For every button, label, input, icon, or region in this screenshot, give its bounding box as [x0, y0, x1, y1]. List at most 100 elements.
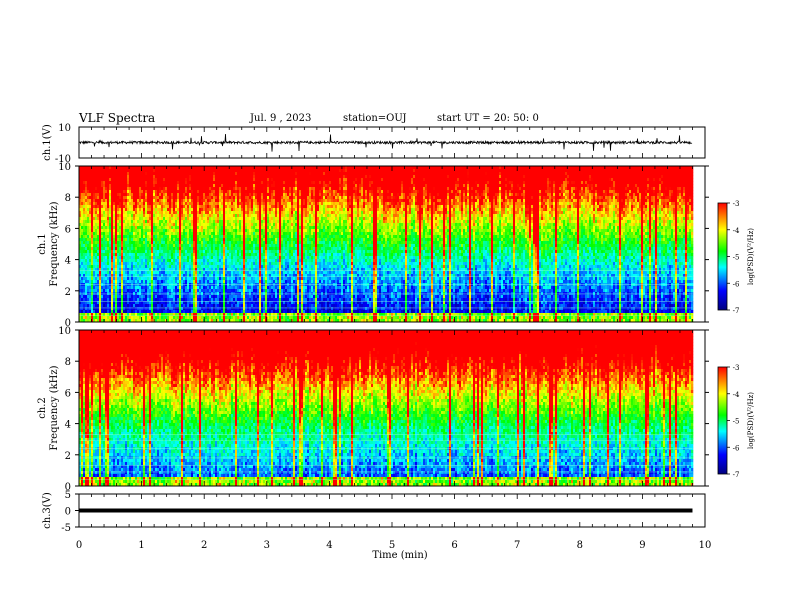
ch1-psd-cell: [253, 298, 256, 302]
ch1-psd-cell: [191, 214, 194, 218]
ch1-psd-cell: [187, 289, 190, 293]
ch1-psd-cell: [265, 289, 268, 293]
ch1-psd-cell: [259, 208, 262, 212]
ch1-psd-cell: [219, 226, 222, 230]
ch1-psd-cell: [207, 184, 210, 188]
ch1-psd-cell: [133, 238, 136, 242]
ch1-psd-cell: [131, 277, 134, 281]
ch1-psd-cell: [267, 208, 270, 212]
ch1-psd-cell: [105, 229, 108, 233]
ch1-psd-cell: [193, 196, 196, 200]
ch1-psd-cell: [185, 241, 188, 245]
ch1-psd-cell: [205, 295, 208, 299]
ch1-psd-cell: [131, 226, 134, 230]
ch1-psd-cell: [257, 253, 260, 257]
ch1-psd-cell: [265, 181, 268, 185]
ch1-psd-cell: [87, 307, 90, 311]
ch1-psd-cell: [147, 301, 150, 305]
ch1-psd-cell: [209, 259, 212, 263]
ch1-psd-cell: [91, 295, 94, 299]
ch1-psd-cell: [151, 211, 154, 215]
ch1-psd-cell: [109, 310, 112, 314]
ch1-psd-cell: [253, 214, 256, 218]
ch1-psd-cell: [231, 238, 234, 242]
ch1-psd-cell: [163, 256, 166, 260]
ch1-psd-cell: [231, 310, 234, 314]
ch1-psd-cell: [85, 253, 88, 257]
ch1-psd-cell: [237, 295, 240, 299]
ch1-psd-cell: [81, 166, 84, 170]
ch1-psd-cell: [261, 229, 264, 233]
ch1-psd-cell: [237, 262, 240, 266]
ch1-psd-cell: [185, 190, 188, 194]
ch1-psd-cell: [127, 214, 130, 218]
ch1-psd-cell: [85, 181, 88, 185]
ch1-psd-cell: [137, 265, 140, 269]
ch1-psd-cell: [161, 298, 164, 302]
ch1-psd-cell: [81, 316, 84, 320]
ch1-psd-cell: [125, 301, 128, 305]
ch1-psd-cell: [141, 313, 144, 317]
ch1-psd-cell: [181, 193, 184, 197]
ch1-psd-cell: [235, 214, 238, 218]
ch1-psd-cell: [263, 220, 266, 224]
ch1-psd-cell: [173, 229, 176, 233]
ch1-psd-cell: [141, 253, 144, 257]
ch1-psd-cell: [129, 253, 132, 257]
ch1-psd-cell: [139, 202, 142, 206]
ch1-psd-cell: [81, 244, 84, 248]
ch1-psd-cell: [219, 181, 222, 185]
ch1-psd-cell: [149, 202, 152, 206]
ch1-psd-cell: [129, 175, 132, 179]
ch1-psd-cell: [177, 226, 180, 230]
ch1-psd-cell: [81, 304, 84, 308]
ch1-psd-cell: [155, 310, 158, 314]
ch1-psd-cell: [255, 274, 258, 278]
ch1-psd-cell: [241, 313, 244, 317]
ch1-psd-cell: [219, 259, 222, 263]
ch1-psd-cell: [141, 304, 144, 308]
ch1-psd-cell: [223, 280, 226, 284]
ch1-psd-cell: [201, 187, 204, 191]
ch1-psd-cell: [95, 226, 98, 230]
ch1-psd-cell: [201, 223, 204, 227]
ch1-psd-cell: [79, 238, 82, 242]
ch1-psd-cell: [117, 196, 120, 200]
ch1-psd-cell: [105, 301, 108, 305]
ch1-psd-cell: [235, 181, 238, 185]
ch1-psd-cell: [189, 268, 192, 272]
ch1-psd-cell: [107, 295, 110, 299]
ch1-psd-cell: [223, 244, 226, 248]
ch1-psd-cell: [103, 190, 106, 194]
ch1-psd-cell: [205, 319, 208, 323]
ch1-psd-cell: [227, 205, 230, 209]
ch1-psd-cell: [173, 196, 176, 200]
ch1-psd-cell: [161, 220, 164, 224]
ch1-psd-cell: [217, 226, 220, 230]
ch1-psd-cell: [251, 289, 254, 293]
ch1-psd-cell: [187, 241, 190, 245]
ch1-psd-cell: [115, 217, 118, 221]
ch1-psd-cell: [145, 172, 148, 176]
ch1-psd-cell: [223, 253, 226, 257]
ch1-psd-cell: [139, 196, 142, 200]
ch1-psd-cell: [135, 286, 138, 290]
ch1-psd-cell: [217, 289, 220, 293]
ch1-psd-cell: [229, 205, 232, 209]
ch1-psd-cell: [145, 235, 148, 239]
ch1-psd-cell: [93, 175, 96, 179]
ch1-psd-cell: [117, 175, 120, 179]
ch1-psd-cell: [181, 280, 184, 284]
ch1-psd-cell: [173, 319, 176, 323]
ch1-psd-cell: [103, 193, 106, 197]
ch1-psd-cell: [193, 226, 196, 230]
ch1-psd-cell: [89, 307, 92, 311]
ch1-psd-cell: [179, 259, 182, 263]
ch1-psd-cell: [239, 250, 242, 254]
ch1-psd-cell: [197, 226, 200, 230]
ch1-psd-cell: [91, 211, 94, 215]
ch1-psd-cell: [93, 187, 96, 191]
ch1-psd-cell: [265, 214, 268, 218]
ch1-psd-cell: [205, 190, 208, 194]
ch1-psd-cell: [211, 286, 214, 290]
